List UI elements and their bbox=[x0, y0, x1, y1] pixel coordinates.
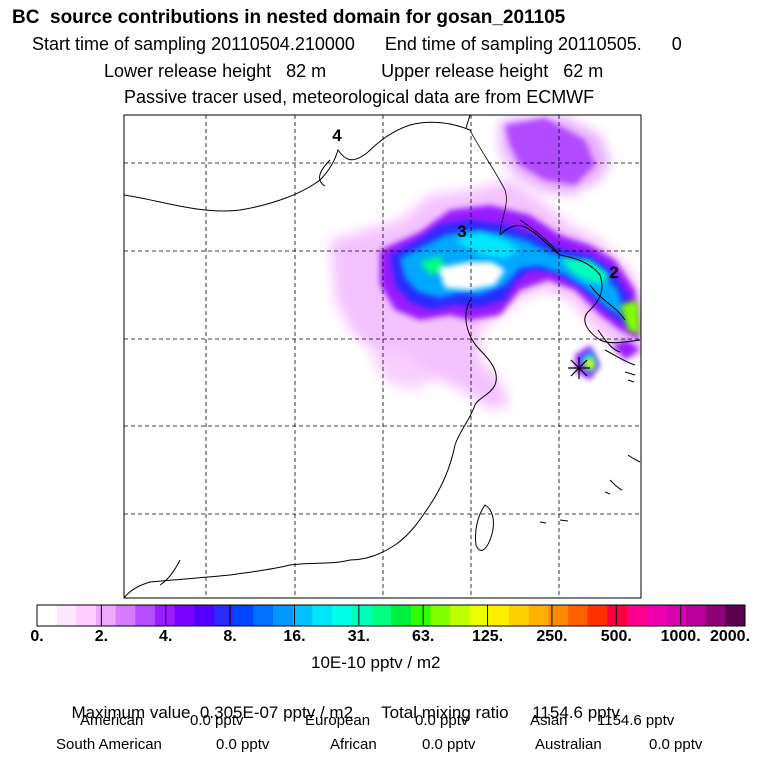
sampling-time-line: Start time of sampling 20110504.210000 E… bbox=[32, 34, 682, 54]
region-name: Asian bbox=[530, 712, 568, 729]
colorbar-tick-label: 8. bbox=[223, 628, 237, 645]
concentration-map: 4 3 2 bbox=[123, 114, 642, 599]
colorbar-swatch bbox=[469, 605, 490, 626]
gridlines bbox=[124, 115, 641, 598]
colorbar-swatch bbox=[253, 605, 274, 626]
colorbar-swatch bbox=[666, 605, 687, 626]
maximum-value-line: Maximum value 0.305E-07 pptv / m2 Total … bbox=[62, 687, 620, 722]
colorbar-swatch bbox=[725, 605, 746, 626]
colorbar-tick-label: 16. bbox=[283, 628, 306, 645]
region-value: 0.0 pptv bbox=[190, 712, 244, 729]
colorbar-tick-label: 4. bbox=[159, 628, 173, 645]
colorbar-swatch bbox=[528, 605, 549, 626]
colorbar bbox=[36, 604, 746, 627]
borders bbox=[469, 129, 561, 256]
colorbar-tick-label: 125. bbox=[471, 628, 504, 645]
colorbar-frame bbox=[36, 604, 746, 627]
colorbar-swatch bbox=[686, 605, 707, 626]
region-label-4: 4 bbox=[332, 126, 342, 145]
colorbar-tick-label: 500. bbox=[600, 628, 632, 645]
colorbar-swatch bbox=[351, 605, 372, 626]
colorbar-swatch bbox=[509, 605, 530, 626]
colorbar-swatch bbox=[174, 605, 195, 626]
colorbar-swatch bbox=[587, 605, 608, 626]
colorbar-tick-label: 2. bbox=[94, 628, 109, 645]
colorbar-swatch bbox=[194, 605, 215, 626]
colorbar-tick-label: 1000. bbox=[660, 628, 701, 645]
colorbar-swatch bbox=[273, 605, 294, 626]
colorbar-swatch bbox=[627, 605, 648, 626]
colorbar-swatch bbox=[292, 605, 313, 626]
colorbar-swatch bbox=[391, 605, 412, 626]
colorbar-swatch bbox=[56, 605, 77, 626]
colorbar-swatch bbox=[607, 605, 628, 626]
colorbar-swatch bbox=[76, 605, 97, 626]
release-height-line: Lower release height 82 m Upper release … bbox=[104, 61, 604, 81]
region-value: 0.0 pptv bbox=[415, 712, 469, 729]
colorbar-swatch bbox=[214, 605, 235, 626]
colorbar-swatch bbox=[332, 605, 353, 626]
tracer-info-line: Passive tracer used, meteorological data… bbox=[124, 87, 595, 107]
colorbar-swatch bbox=[96, 605, 117, 626]
colorbar-swatch bbox=[705, 605, 726, 626]
colorbar-swatch bbox=[568, 605, 589, 626]
colorbar-swatch bbox=[646, 605, 667, 626]
map-frame bbox=[123, 114, 642, 599]
colorbar-swatch bbox=[489, 605, 510, 626]
colorbar-swatch bbox=[135, 605, 156, 626]
region-name: African bbox=[330, 736, 377, 753]
colorbar-swatch bbox=[115, 605, 136, 626]
colorbar-swatch bbox=[430, 605, 451, 626]
colorbar-swatch bbox=[312, 605, 333, 626]
region-name: Australian bbox=[535, 736, 602, 753]
colorbar-swatch bbox=[155, 605, 176, 626]
region-name: European bbox=[305, 712, 371, 729]
colorbar-swatch bbox=[233, 605, 254, 626]
region-value: 0.0 pptv bbox=[649, 736, 703, 753]
colorbar-tick-label: 31. bbox=[347, 628, 370, 645]
region-name: South American bbox=[56, 736, 162, 753]
maximum-value: Maximum value 0.305E-07 pptv / m2 bbox=[71, 703, 354, 722]
colorbar-tick-label: 63. bbox=[412, 628, 435, 645]
colorbar-swatch bbox=[548, 605, 569, 626]
colorbar-swatch bbox=[450, 605, 471, 626]
colorbar-swatch bbox=[37, 605, 58, 626]
plume-field bbox=[330, 115, 641, 410]
colorbar-swatch bbox=[410, 605, 431, 626]
region-label-3: 3 bbox=[457, 222, 466, 241]
region-name: American bbox=[80, 712, 144, 729]
region-value: 0.0 pptv bbox=[422, 736, 476, 753]
region-value: 1154.6 pptv bbox=[597, 712, 675, 729]
region-value: 0.0 pptv bbox=[216, 736, 270, 753]
colorbar-tick-label: 2000. bbox=[709, 628, 751, 645]
total-mixing-ratio: Total mixing ratio 1154.6 pptv bbox=[381, 703, 620, 722]
region-label-2: 2 bbox=[609, 263, 618, 282]
chart-title: BC source contributions in nested domain… bbox=[12, 7, 566, 28]
colorbar-unit: 10E-10 pptv / m2 bbox=[311, 653, 441, 672]
coastlines bbox=[124, 115, 641, 598]
receptor-marker bbox=[568, 357, 590, 379]
colorbar-tick-label: 0. bbox=[30, 628, 44, 645]
colorbar-swatch bbox=[371, 605, 392, 626]
colorbar-tick-label: 250. bbox=[536, 628, 568, 645]
